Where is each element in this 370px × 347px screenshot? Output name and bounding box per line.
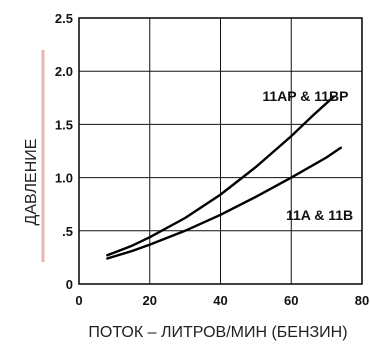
series-layer [106,95,342,260]
plot-frame [78,17,363,285]
y-tick-label: 1.5 [55,117,73,132]
y-axis-title: ДАВЛЕНИЕ [23,139,40,226]
y-tick-label: 2.0 [55,64,73,79]
grid [78,17,363,285]
series-labels: 11AP & 11BP 11A & 11B [262,88,353,223]
series-label-1: 11AP & 11BP [262,88,348,104]
y-tick-label: 2.5 [55,11,73,26]
y-tick-label: .5 [62,224,73,239]
series-line-1 [106,95,335,257]
x-tick-label: 80 [355,293,369,308]
y-tick-label: 0 [66,277,73,292]
x-tick-label: 0 [75,293,82,308]
x-axis-title: ПОТОК – ЛИТРОВ/МИН (БЕНЗИН) [88,324,347,341]
x-tick-label: 20 [143,293,157,308]
series-line-2 [106,146,342,260]
x-tick-label: 60 [284,293,298,308]
series-label-2: 11A & 11B [286,207,353,223]
x-tick-label: 40 [213,293,227,308]
y-tick-label: 1.0 [55,171,73,186]
tick-labels: 0 20 40 60 80 0 .5 1.0 1.5 2.0 2.5 [55,11,369,308]
